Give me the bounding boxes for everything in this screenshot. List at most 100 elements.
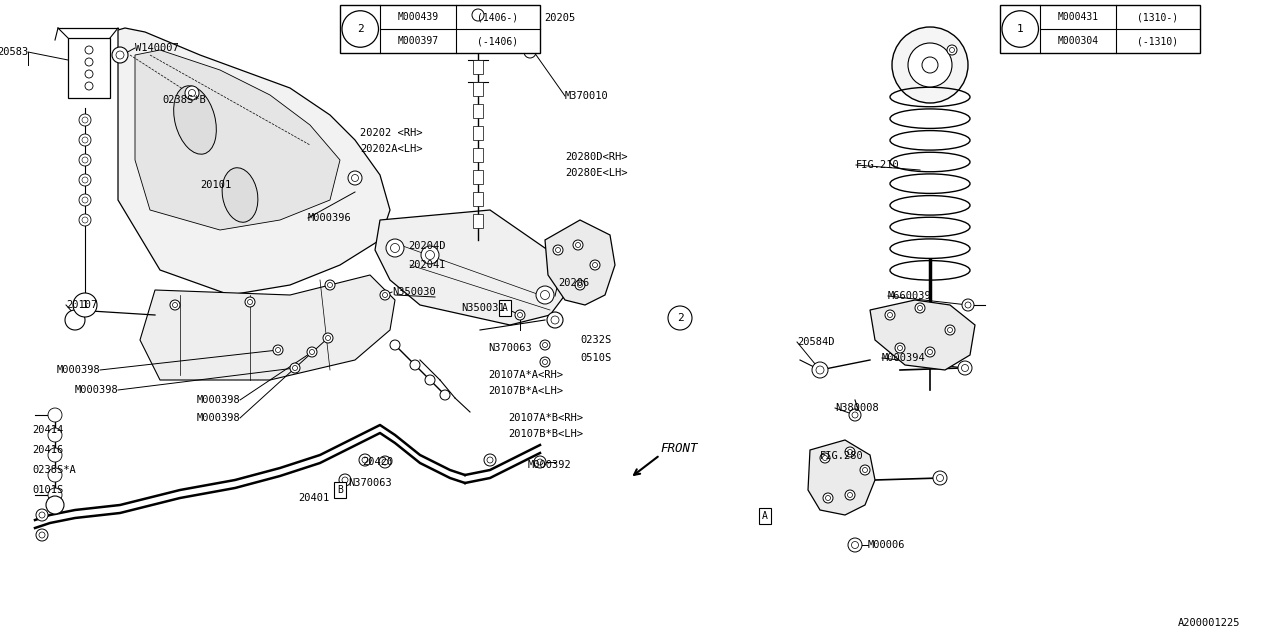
Circle shape <box>812 362 828 378</box>
Circle shape <box>82 217 88 223</box>
Circle shape <box>79 154 91 166</box>
Text: 0238S*B: 0238S*B <box>163 95 206 105</box>
Text: FIG.280: FIG.280 <box>820 451 864 461</box>
Text: 20414: 20414 <box>32 425 63 435</box>
Text: N350031: N350031 <box>461 303 506 313</box>
Text: 0232S: 0232S <box>580 335 612 345</box>
Text: 20101: 20101 <box>200 180 232 190</box>
Circle shape <box>472 9 484 21</box>
Circle shape <box>553 245 563 255</box>
Circle shape <box>247 300 252 305</box>
Circle shape <box>540 291 549 300</box>
Circle shape <box>576 243 581 248</box>
Circle shape <box>49 448 61 462</box>
Circle shape <box>291 363 300 373</box>
Bar <box>340 5 540 53</box>
Text: M000398: M000398 <box>196 413 241 423</box>
Text: N350030: N350030 <box>392 287 435 297</box>
Bar <box>474 82 483 96</box>
Circle shape <box>547 312 563 328</box>
Circle shape <box>358 454 371 466</box>
Circle shape <box>293 365 297 371</box>
Circle shape <box>536 286 554 304</box>
Text: A: A <box>762 511 768 521</box>
Circle shape <box>342 477 348 483</box>
Text: M000398: M000398 <box>196 395 241 405</box>
Text: 0101S: 0101S <box>32 485 63 495</box>
Circle shape <box>46 496 64 514</box>
Text: M000439: M000439 <box>398 12 439 22</box>
Circle shape <box>49 428 61 442</box>
Circle shape <box>273 345 283 355</box>
Circle shape <box>36 509 49 521</box>
Text: M000394: M000394 <box>882 353 925 363</box>
Circle shape <box>577 282 582 287</box>
Circle shape <box>379 456 390 468</box>
Circle shape <box>323 333 333 343</box>
Circle shape <box>170 300 180 310</box>
Text: 20107: 20107 <box>67 300 97 310</box>
Circle shape <box>590 260 600 270</box>
Text: FRONT: FRONT <box>660 442 698 454</box>
Circle shape <box>380 290 390 300</box>
Circle shape <box>540 357 550 367</box>
Circle shape <box>849 409 861 421</box>
Circle shape <box>892 27 968 103</box>
Text: M00006: M00006 <box>868 540 905 550</box>
Circle shape <box>957 361 972 375</box>
Circle shape <box>963 299 974 311</box>
Ellipse shape <box>174 86 216 154</box>
Circle shape <box>947 45 957 55</box>
Text: 20107A*B<RH>: 20107A*B<RH> <box>508 413 582 423</box>
Text: 0510S: 0510S <box>580 353 612 363</box>
Text: 20420: 20420 <box>362 457 393 467</box>
Circle shape <box>484 454 497 466</box>
Text: 20206: 20206 <box>558 278 589 288</box>
Text: 20107B*B<LH>: 20107B*B<LH> <box>508 429 582 439</box>
Text: N370063: N370063 <box>488 343 531 353</box>
Circle shape <box>847 493 852 497</box>
Circle shape <box>348 171 362 185</box>
Circle shape <box>113 47 128 63</box>
Circle shape <box>517 312 522 317</box>
Circle shape <box>73 293 97 317</box>
Bar <box>474 214 483 228</box>
Text: M000398: M000398 <box>56 365 100 375</box>
Circle shape <box>950 47 955 52</box>
Bar <box>474 148 483 162</box>
Circle shape <box>863 467 868 472</box>
Circle shape <box>325 335 330 340</box>
Circle shape <box>84 70 93 78</box>
Circle shape <box>593 262 598 268</box>
Circle shape <box>895 343 905 353</box>
Circle shape <box>116 51 124 59</box>
Circle shape <box>826 495 831 500</box>
Circle shape <box>84 58 93 66</box>
Circle shape <box>884 310 895 320</box>
Circle shape <box>390 243 399 253</box>
Circle shape <box>1002 11 1038 47</box>
Circle shape <box>550 316 559 324</box>
Circle shape <box>908 43 952 87</box>
Circle shape <box>275 348 280 353</box>
Text: A200001225: A200001225 <box>1178 618 1240 628</box>
Text: M000392: M000392 <box>529 460 572 470</box>
Circle shape <box>79 214 91 226</box>
Circle shape <box>421 246 439 264</box>
Text: M000431: M000431 <box>1057 12 1098 22</box>
Bar <box>474 126 483 140</box>
Text: 0238S*A: 0238S*A <box>32 465 76 475</box>
Circle shape <box>928 349 933 355</box>
Circle shape <box>49 408 61 422</box>
Circle shape <box>82 177 88 183</box>
Circle shape <box>947 328 952 333</box>
Text: 20583: 20583 <box>0 47 28 57</box>
Circle shape <box>937 474 943 481</box>
Text: 20280E<LH>: 20280E<LH> <box>564 168 627 178</box>
Circle shape <box>79 174 91 186</box>
Circle shape <box>38 512 45 518</box>
Circle shape <box>524 46 536 58</box>
Circle shape <box>84 82 93 90</box>
Circle shape <box>65 310 84 330</box>
Circle shape <box>84 46 93 54</box>
